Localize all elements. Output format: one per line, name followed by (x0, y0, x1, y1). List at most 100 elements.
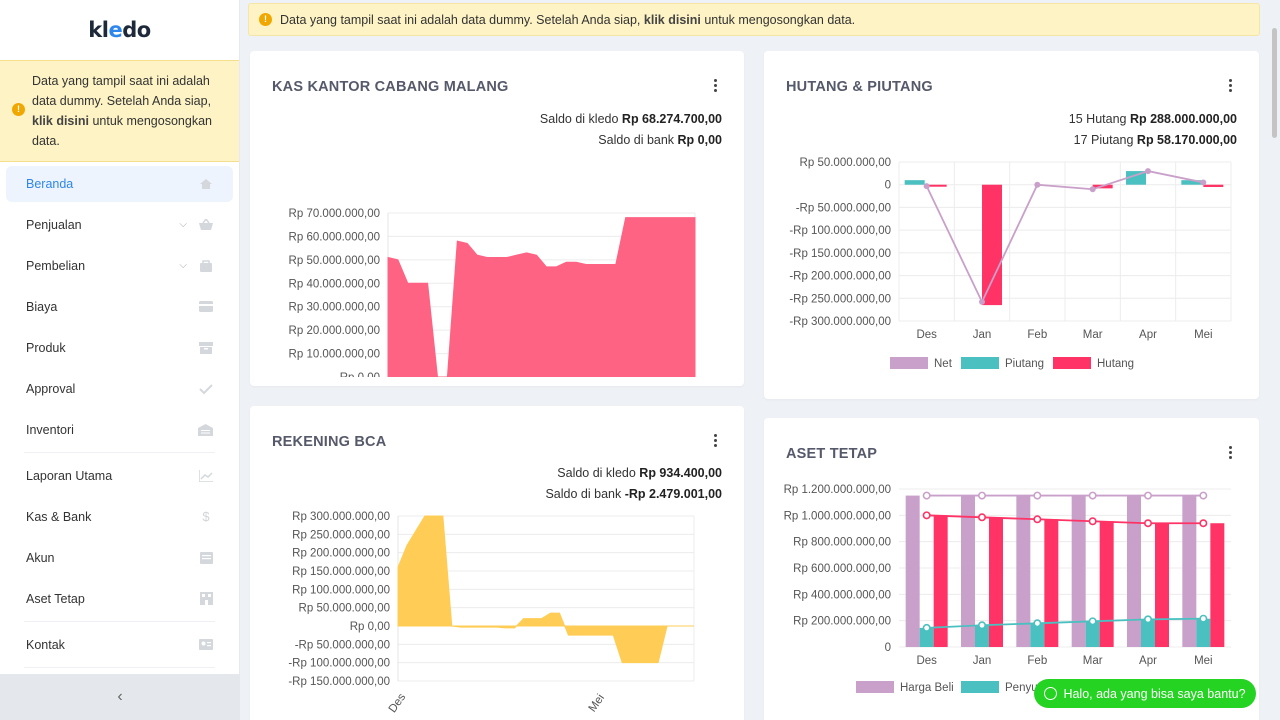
y-tick-label: Rp 800.000.000,00 (793, 537, 891, 549)
sidebar-item-label: Kontak (26, 637, 65, 652)
saldo-bank: Saldo di bank Rp 0,00 (598, 133, 722, 147)
sidebar-item-label: Kas & Bank (26, 509, 92, 524)
x-tick-label: Mei (587, 692, 607, 714)
aset-chart: Rp 1.200.000.000,00 Rp 1.000.000.000,00 Rp… (764, 476, 1259, 720)
building-icon (200, 592, 213, 605)
x-tick-label: Apr (1139, 655, 1157, 667)
y-tick-label: Rp 400.000.000,00 (793, 589, 891, 601)
y-tick-label: Rp 1.000.000.000,00 (784, 510, 891, 522)
contact-icon (199, 639, 213, 650)
notice-text: Data yang tampil saat ini adalah data du… (280, 12, 644, 27)
penyusutan-bar (1196, 618, 1211, 647)
harga-beli-bar (1182, 495, 1197, 647)
page-scrollbar[interactable] (1272, 28, 1277, 138)
nilai-buku-bar (933, 515, 948, 647)
y-tick-label: Rp 70.000.000,00 (289, 208, 380, 220)
sidebar-item-aset-tetap[interactable]: Aset Tetap (0, 578, 239, 619)
series-point (1033, 619, 1042, 628)
hutang-bar-chart: Rp 50.000.000,00 0 -Rp 50.000.000,00 -Rp 10… (789, 157, 1232, 370)
warning-icon: ! (259, 13, 272, 26)
x-tick-label: Jan (973, 329, 992, 341)
sidebar-collapse-button[interactable]: ‹ (0, 674, 240, 720)
series-point (1199, 519, 1208, 528)
sidebar-item-kas-bank[interactable]: Kas & Bank $ (0, 496, 239, 537)
nilai-buku-bar (989, 517, 1003, 647)
y-tick-label: Rp 300.000.000,00 (292, 511, 390, 523)
net-point (1200, 179, 1207, 186)
more-options-icon[interactable] (1227, 79, 1233, 92)
sidebar-item-beranda[interactable]: Beranda (6, 166, 233, 202)
y-tick-label: Rp 600.000.000,00 (793, 563, 891, 575)
y-tick-label: Rp 250.000.000,00 (292, 529, 390, 541)
sidebar-nav: Beranda Penjualan ⌵ Pembelian ⌵ Biaya Pr… (0, 166, 239, 668)
rekening-area-chart: Rp 300.000.000,00 Rp 250.000.000,00 Rp 200… (288, 511, 695, 715)
y-tick-label: -Rp 50.000.000,00 (796, 202, 891, 214)
series-point (922, 623, 931, 632)
saldo-kledo-label: Saldo di kledo (539, 112, 622, 126)
net-point (923, 183, 930, 190)
harga-beli-bar (961, 495, 975, 647)
notice-text: Data yang tampil saat ini adalah data du… (32, 74, 212, 108)
y-tick-label: Rp 0,00 (340, 372, 380, 377)
saldo-bank: Saldo di bank -Rp 2.479.001,00 (545, 487, 722, 501)
net-line (925, 170, 1204, 305)
top-notice-text: Data yang tampil saat ini adalah data du… (280, 13, 855, 27)
hutang-piutang-card: HUTANG & PIUTANG 15 Hutang Rp 288.000.00… (764, 51, 1259, 399)
more-options-icon[interactable] (712, 79, 718, 92)
y-tick-label: Rp 40.000.000,00 (289, 278, 380, 290)
more-options-icon[interactable] (712, 434, 718, 447)
saldo-bank-value: -Rp 2.479.001,00 (624, 487, 722, 501)
kledo-logo[interactable]: kl e do (0, 0, 239, 60)
y-tick-label: Rp 0,00 (350, 621, 390, 633)
sidebar-item-kontak[interactable]: Kontak (0, 624, 239, 665)
series-point (1143, 615, 1152, 624)
legend-swatch (890, 357, 928, 369)
notice-text-end: untuk mengosongkan data. (32, 114, 212, 148)
y-tick-label: Rp 150.000.000,00 (292, 566, 390, 578)
sidebar-item-label: Penjualan (26, 217, 82, 232)
card-title: HUTANG & PIUTANG (786, 79, 933, 95)
y-tick-label: Rp 50.000.000,00 (289, 255, 380, 267)
nilai-buku-bar (1044, 519, 1059, 647)
kas-area-chart: Rp 70.000.000,00 Rp 60.000.000,00 Rp 50.00… (289, 208, 696, 377)
sidebar-item-akun[interactable]: Akun (0, 537, 239, 578)
sidebar: kl e do ! Data yang tampil saat ini adalah… (0, 0, 240, 720)
warning-icon: ! (12, 103, 25, 116)
series-line (926, 514, 1204, 525)
penyusutan-bar (1030, 623, 1045, 647)
y-tick-label: 0 (885, 180, 891, 192)
clear-data-link[interactable]: klik disini (643, 12, 701, 27)
legend-swatch (961, 357, 999, 369)
card-icon (199, 301, 213, 312)
y-tick-label: Rp 200.000.000,00 (793, 616, 891, 628)
sidebar-item-label: Inventori (26, 422, 74, 437)
nilai-buku-bar (1210, 523, 1225, 647)
sidebar-item-penjualan[interactable]: Penjualan ⌵ (0, 204, 239, 245)
harga-beli-bar (1016, 495, 1031, 647)
nilai-buku-bar (1155, 523, 1169, 647)
whatsapp-help-button[interactable]: Halo, ada yang bisa saya bantu? (1034, 679, 1256, 708)
x-tick-label: Mei (1194, 329, 1213, 341)
more-options-icon[interactable] (1227, 446, 1233, 459)
sidebar-item-biaya[interactable]: Biaya (0, 286, 239, 327)
sidebar-item-produk[interactable]: Produk (0, 327, 239, 368)
net-point (1145, 168, 1151, 175)
home-icon (200, 179, 212, 189)
x-tick-label: Mar (1083, 329, 1103, 341)
net-point (1034, 181, 1041, 188)
sidebar-item-label: Laporan Utama (26, 468, 113, 483)
clear-data-link[interactable]: klik disini (32, 114, 89, 128)
sidebar-item-pembelian[interactable]: Pembelian ⌵ (0, 245, 239, 286)
penyusutan-bar (1141, 619, 1155, 647)
bag-icon (200, 260, 212, 272)
series-point (1088, 517, 1097, 526)
chart-icon (199, 469, 213, 482)
x-tick-label: Des (916, 655, 937, 667)
sidebar-item-label: Beranda (26, 177, 74, 191)
x-tick-label: Mar (1083, 655, 1103, 667)
harga-beli-bar (1071, 495, 1086, 647)
sidebar-item-laporan-utama[interactable]: Laporan Utama (0, 455, 239, 496)
y-tick-label: -Rp 150.000.000,00 (789, 248, 891, 260)
sidebar-item-approval[interactable]: Approval (0, 368, 239, 409)
sidebar-item-inventori[interactable]: Inventori (0, 409, 239, 450)
